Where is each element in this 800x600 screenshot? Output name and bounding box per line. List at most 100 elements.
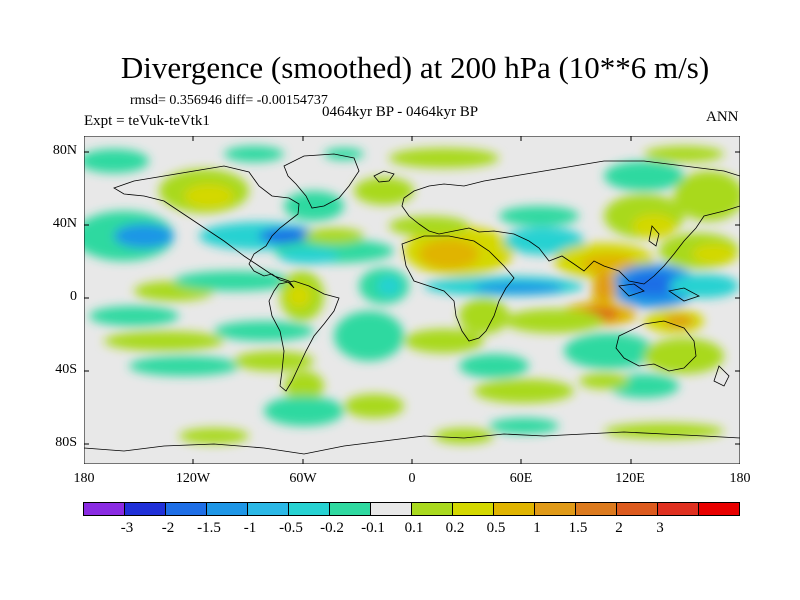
field-region-pos-light [389, 148, 499, 168]
colorbar-swatch [247, 502, 289, 516]
field-region-neg-light [224, 146, 284, 162]
lon-label-180w: 180 [73, 471, 95, 486]
field-region-pos-mid [692, 244, 736, 264]
field-region-pos-light [504, 309, 604, 333]
field-region-pos-light [234, 351, 314, 371]
colorbar-label: -2 [161, 520, 175, 536]
field-region-neg-light [499, 206, 579, 226]
field-region-neg-light [129, 356, 239, 376]
field-region-neg-light [604, 161, 684, 191]
field-region-neg-light [324, 148, 364, 160]
colorbar-label: 3 [656, 520, 664, 536]
colorbar-swatch [329, 502, 371, 516]
field-region-neg-deep [259, 228, 319, 244]
field-region-neg-light [89, 306, 179, 326]
field-region-neg-mid [504, 227, 584, 255]
field-region-pos-light [674, 171, 740, 221]
colorbar-label: 0.1 [404, 520, 424, 536]
field-region-pos-light [284, 371, 324, 401]
field-region-neg-light [459, 354, 529, 378]
field-region-neg-light [334, 311, 404, 361]
colorbar-swatch [206, 502, 248, 516]
field-region-pos-mid [184, 184, 234, 208]
field-region-neg-mid [669, 274, 739, 298]
field-region-neg-light [564, 333, 654, 369]
stats-line: rmsd= 0.356946 diff= -0.00154737 [130, 93, 328, 108]
colorbar-swatch [493, 502, 535, 516]
field-region-pos-light [389, 216, 469, 236]
colorbar-label: 0.2 [445, 520, 465, 536]
colorbar-swatch [534, 502, 576, 516]
lon-label-180e: 180 [729, 471, 751, 486]
field-region-neg-light [84, 149, 149, 173]
colorbar-swatch [575, 502, 617, 516]
field-region-pos-deep [664, 315, 694, 327]
field-region-pos-light [474, 379, 574, 403]
field-region-neg-deep [626, 272, 682, 296]
colorbar-label: -1.5 [197, 520, 221, 536]
colorbar-label: 1.5 [568, 520, 588, 536]
field-region-pos-light [354, 177, 414, 205]
colorbar-label: -0.5 [279, 520, 303, 536]
field-region-pos-strong [581, 254, 637, 274]
divergence-map [84, 136, 740, 464]
field-region-pos-light [579, 373, 629, 389]
field-region-neg-mid [279, 248, 339, 264]
colorbar-label: -1 [243, 520, 257, 536]
lat-label-0: 0 [70, 289, 77, 304]
field-region-pos-light [179, 428, 249, 444]
field-region-neg-strong [114, 224, 174, 248]
lon-label-0: 0 [408, 471, 416, 486]
field-region-pos-light [434, 428, 494, 444]
axis-ticks [84, 136, 740, 464]
field-region-pos-light [344, 394, 404, 418]
lon-label-60w: 60W [289, 471, 317, 486]
colorbar-swatch [288, 502, 330, 516]
field-region-pos-light [644, 338, 724, 374]
field-region-neg-light [284, 191, 344, 221]
lon-label-120w: 120W [175, 471, 211, 486]
colorbar-label: 1 [533, 520, 541, 536]
field-region-pos-light [304, 228, 364, 244]
field-region-pos-strong [419, 239, 479, 269]
lat-label-40s: 40S [55, 362, 77, 377]
colorbar-label: -0.1 [361, 520, 385, 536]
field-region-neg-mid [377, 276, 401, 296]
field-blobs [84, 146, 740, 444]
plot-title: Divergence (smoothed) at 200 hPa (10**6 … [120, 50, 710, 85]
field-region-pos-light [104, 331, 224, 351]
field-region-pos-light [604, 423, 724, 439]
colorbar [83, 502, 740, 516]
coastlines [84, 153, 740, 455]
lat-label-80n: 80N [52, 143, 77, 158]
lon-label-120e: 120E [615, 471, 645, 486]
period-label: 0464kyr BP - 0464kyr BP [322, 104, 479, 120]
colorbar-label: -0.2 [320, 520, 344, 536]
lon-label-60e: 60E [509, 471, 533, 486]
colorbar-label: 2 [615, 520, 623, 536]
field-region-neg-light [214, 321, 314, 341]
colorbar-swatch [698, 502, 740, 516]
field-region-pos-light [404, 329, 484, 353]
field-region-pos-light [644, 146, 724, 162]
field-region-neg-light [264, 396, 344, 426]
colorbar-swatch [370, 502, 412, 516]
colorbar-swatch [657, 502, 699, 516]
field-region-pos-mid [287, 284, 311, 308]
lat-label-40n: 40N [52, 216, 77, 231]
field-region-pos-mid [632, 214, 676, 238]
colorbar-swatch [411, 502, 453, 516]
experiment-label: Expt = teVuk-teVtk1 [84, 113, 210, 129]
colorbar-swatch [124, 502, 166, 516]
colorbar-label: -3 [120, 520, 134, 536]
season-label: ANN [706, 109, 739, 125]
field-region-neg-strong [474, 282, 564, 294]
field-region-pos-light [459, 298, 509, 334]
colorbar-label: 0.5 [486, 520, 506, 536]
colorbar-swatch [452, 502, 494, 516]
colorbar-swatch [616, 502, 658, 516]
colorbar-swatch [165, 502, 207, 516]
field-region-neg-light [489, 418, 559, 434]
field-region-pos-deep [596, 272, 612, 300]
lat-label-80s: 80S [55, 435, 77, 450]
